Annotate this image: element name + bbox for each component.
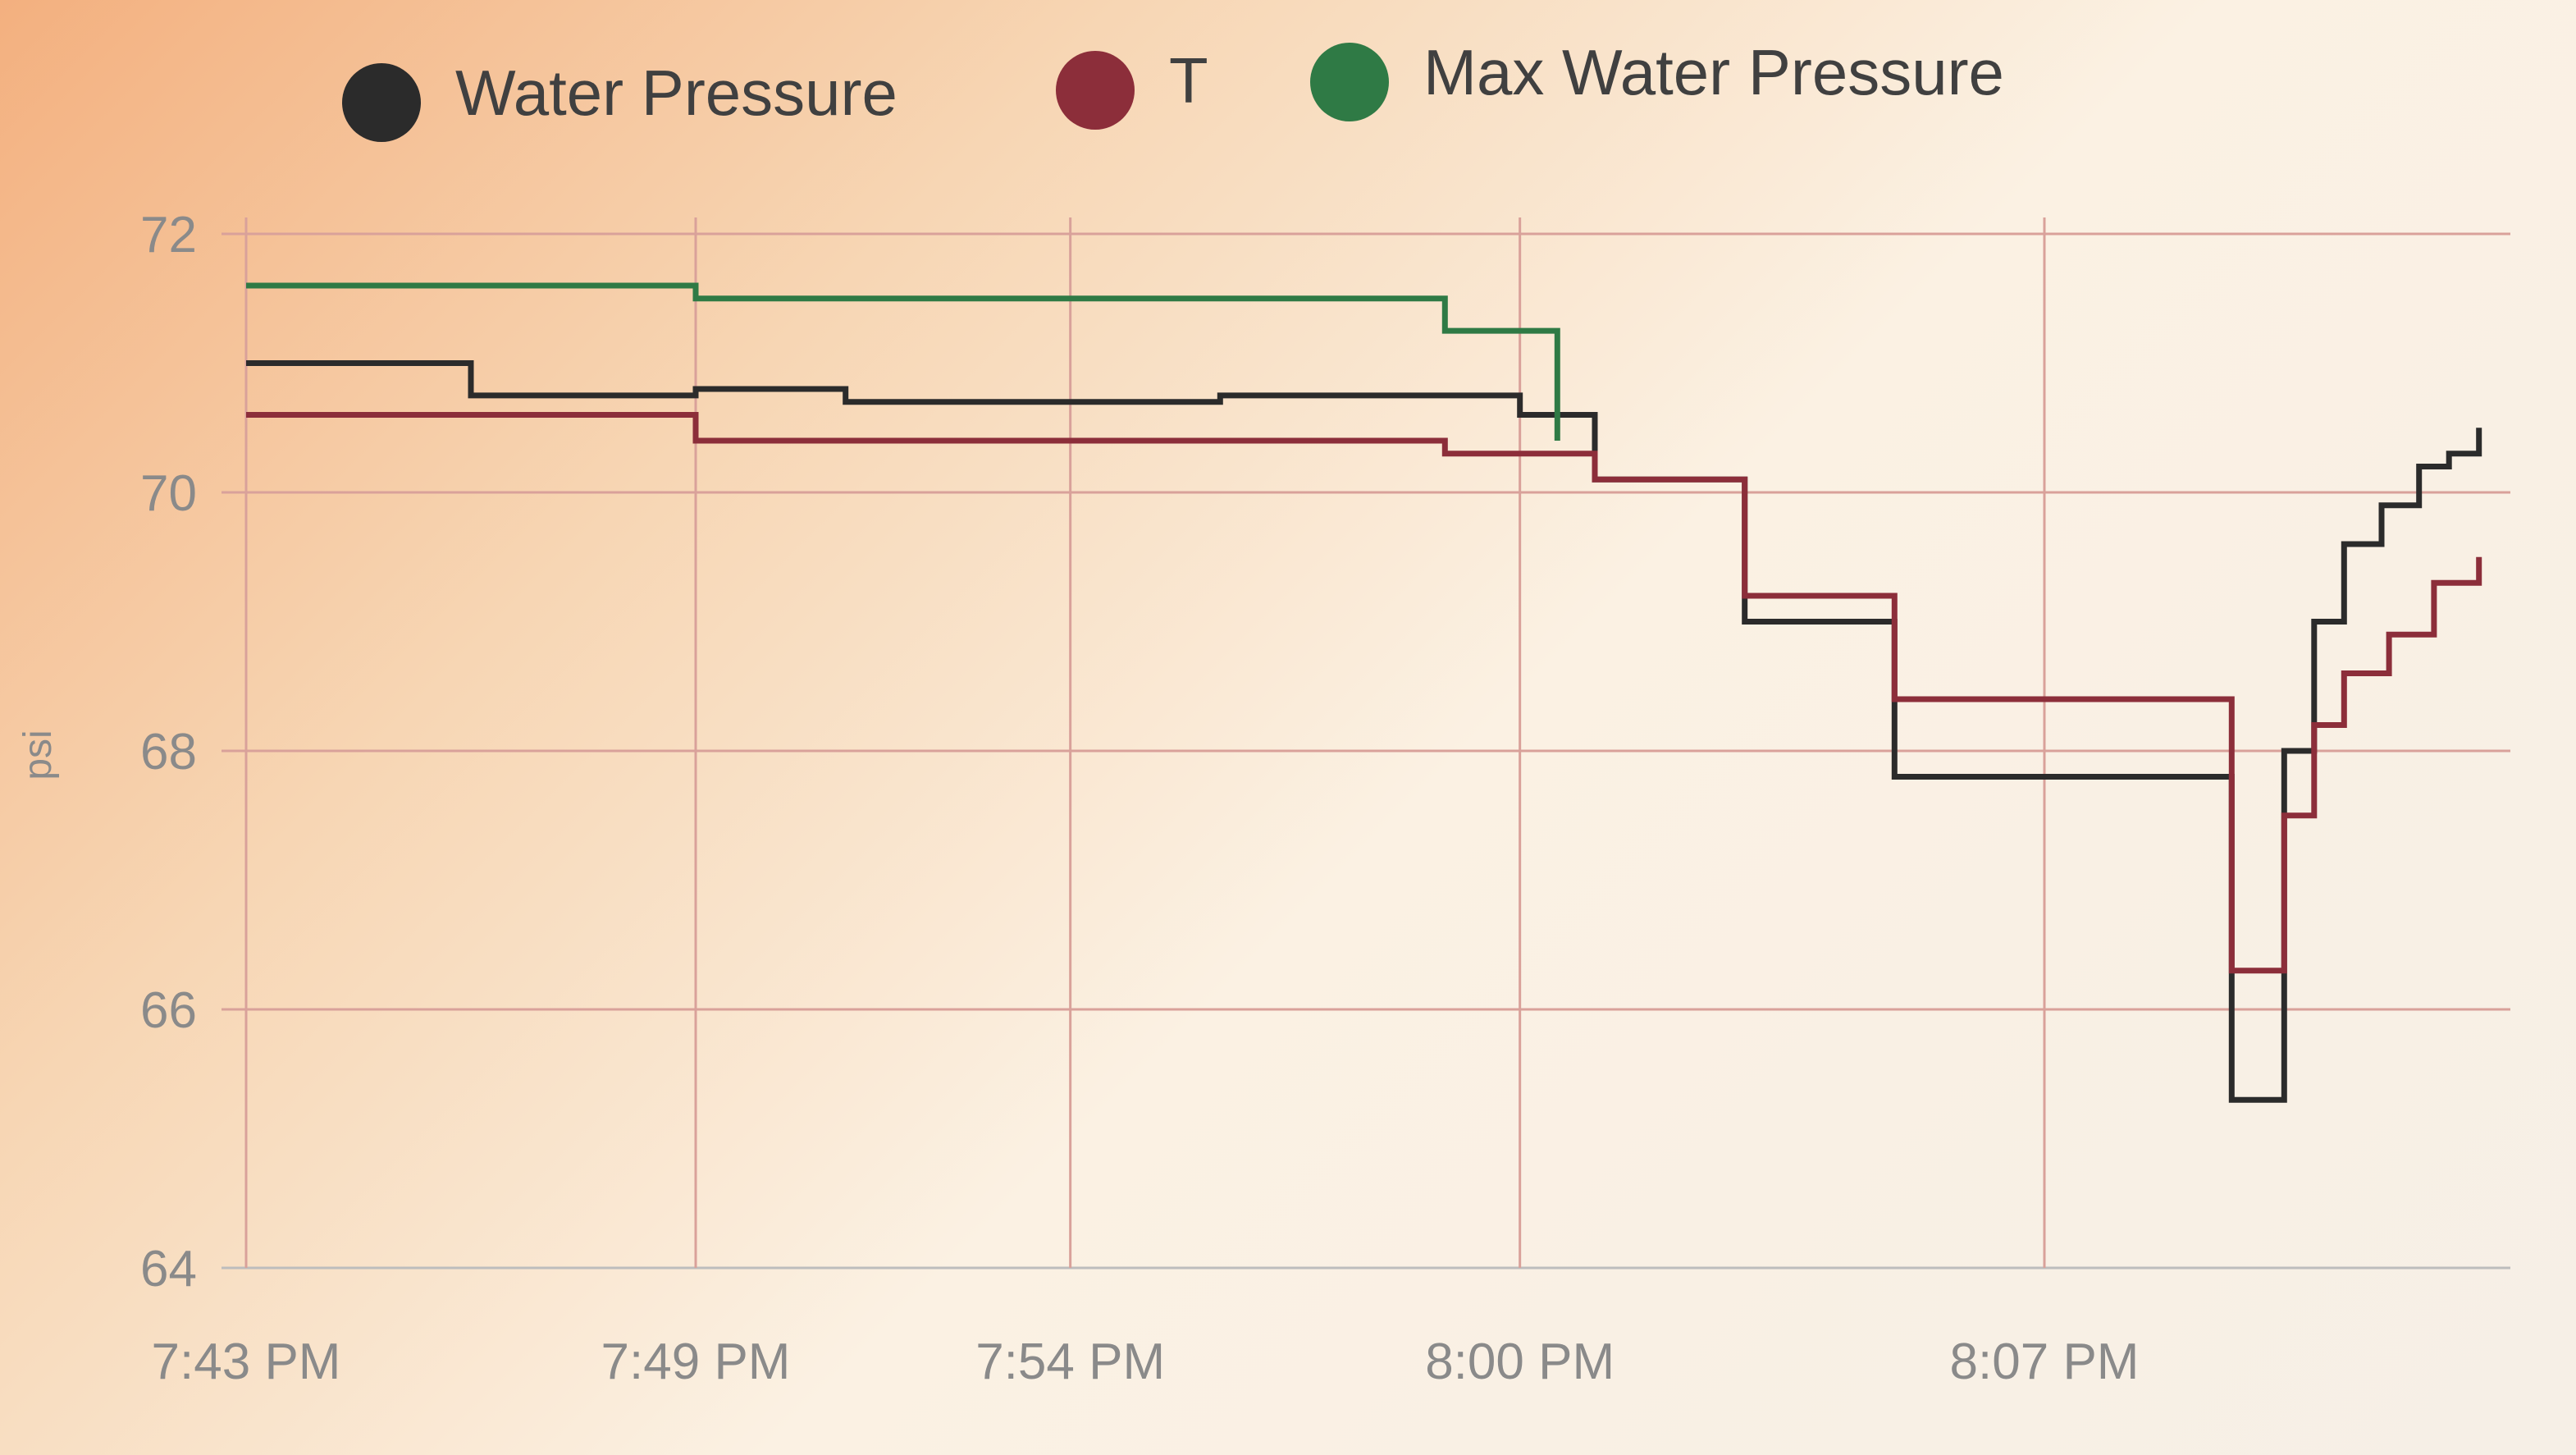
legend[interactable]: Water Pressure T Max Water Pressure (342, 36, 2004, 142)
y-tick-label: 66 (140, 982, 197, 1039)
legend-label: Max Water Pressure (1423, 36, 2004, 108)
y-tick-labels: 64 66 68 70 72 (140, 207, 197, 1297)
legend-item-max-water-pressure[interactable]: Max Water Pressure (1310, 36, 2004, 121)
series-line-t (246, 412, 2482, 974)
x-tick-label: 8:07 PM (1950, 1334, 2140, 1390)
legend-item-water-pressure[interactable]: Water Pressure (342, 57, 897, 142)
y-axis-label: psi (16, 730, 60, 780)
x-tick-labels: 7:43 PM 7:49 PM 7:54 PM 8:00 PM 8:07 PM (152, 1334, 2140, 1390)
y-tick-label: 70 (140, 465, 197, 522)
legend-swatch (1310, 43, 1389, 121)
x-tick-label: 7:43 PM (152, 1334, 341, 1390)
legend-label: T (1169, 44, 1208, 117)
legend-item-t[interactable]: T (1056, 44, 1208, 130)
legend-swatch (1056, 51, 1135, 130)
x-tick-label: 7:49 PM (601, 1334, 791, 1390)
grid-lines (222, 217, 2510, 1270)
legend-label: Water Pressure (455, 57, 897, 129)
y-tick-label: 68 (140, 724, 197, 780)
series-line-water-pressure (246, 360, 2482, 1103)
legend-swatch (342, 63, 421, 142)
x-tick-label: 7:54 PM (975, 1334, 1165, 1390)
y-tick-label: 64 (140, 1241, 197, 1297)
y-tick-label: 72 (140, 207, 197, 263)
series-line-max-water-pressure (246, 282, 1560, 441)
x-tick-label: 8:00 PM (1425, 1334, 1615, 1390)
series-lines (246, 282, 2482, 1103)
axes: psi (16, 730, 60, 780)
